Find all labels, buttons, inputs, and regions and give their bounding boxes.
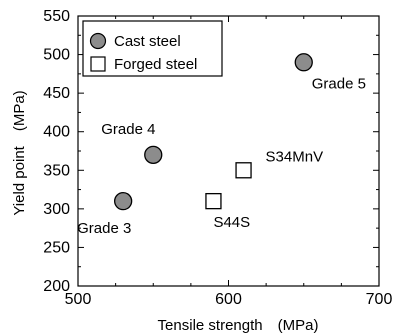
y-tick-label: 550 bbox=[43, 8, 70, 25]
legend-box bbox=[82, 20, 223, 77]
y-axis-ticks: 200 250 300 350 400 450 500 550 bbox=[43, 8, 379, 295]
forged-steel-point bbox=[205, 192, 222, 210]
cast-steel-point bbox=[294, 53, 313, 72]
legend-label: Cast steel bbox=[114, 33, 181, 50]
y-tick-label: 450 bbox=[43, 85, 70, 102]
legend-label: Forged steel bbox=[114, 56, 197, 73]
point-labels: Grade 3 Grade 4 Grade 5 S34MnV S44S bbox=[77, 75, 366, 237]
point-label: Grade 4 bbox=[101, 121, 155, 138]
x-axis-title: Tensile strength (MPa) bbox=[158, 317, 319, 334]
x-axis-ticks: 500 600 700 bbox=[65, 16, 393, 308]
y-tick-label: 350 bbox=[43, 162, 70, 179]
x-tick-label: 600 bbox=[215, 291, 242, 308]
point-label: S44S bbox=[213, 214, 250, 231]
x-tick-label: 500 bbox=[65, 291, 92, 308]
legend: Cast steel Forged steel bbox=[82, 20, 223, 77]
y-tick-label: 300 bbox=[43, 201, 70, 218]
x-tick-label: 700 bbox=[366, 291, 393, 308]
point-label: S34MnV bbox=[266, 148, 324, 165]
y-tick-label: 200 bbox=[43, 278, 70, 295]
y-tick-label: 250 bbox=[43, 239, 70, 256]
y-tick-label: 500 bbox=[43, 47, 70, 64]
point-label: Grade 5 bbox=[312, 75, 366, 92]
legend-marker-cast-steel bbox=[89, 32, 107, 50]
cast-steel-point bbox=[144, 145, 163, 165]
legend-marker-forged-steel bbox=[90, 56, 106, 72]
y-tick-label: 400 bbox=[43, 124, 70, 141]
y-axis-title: Yield point (MPa) bbox=[11, 90, 28, 215]
data-points bbox=[114, 53, 313, 211]
point-label: Grade 3 bbox=[77, 220, 131, 237]
forged-steel-point bbox=[235, 162, 252, 179]
cast-steel-point bbox=[114, 191, 133, 211]
